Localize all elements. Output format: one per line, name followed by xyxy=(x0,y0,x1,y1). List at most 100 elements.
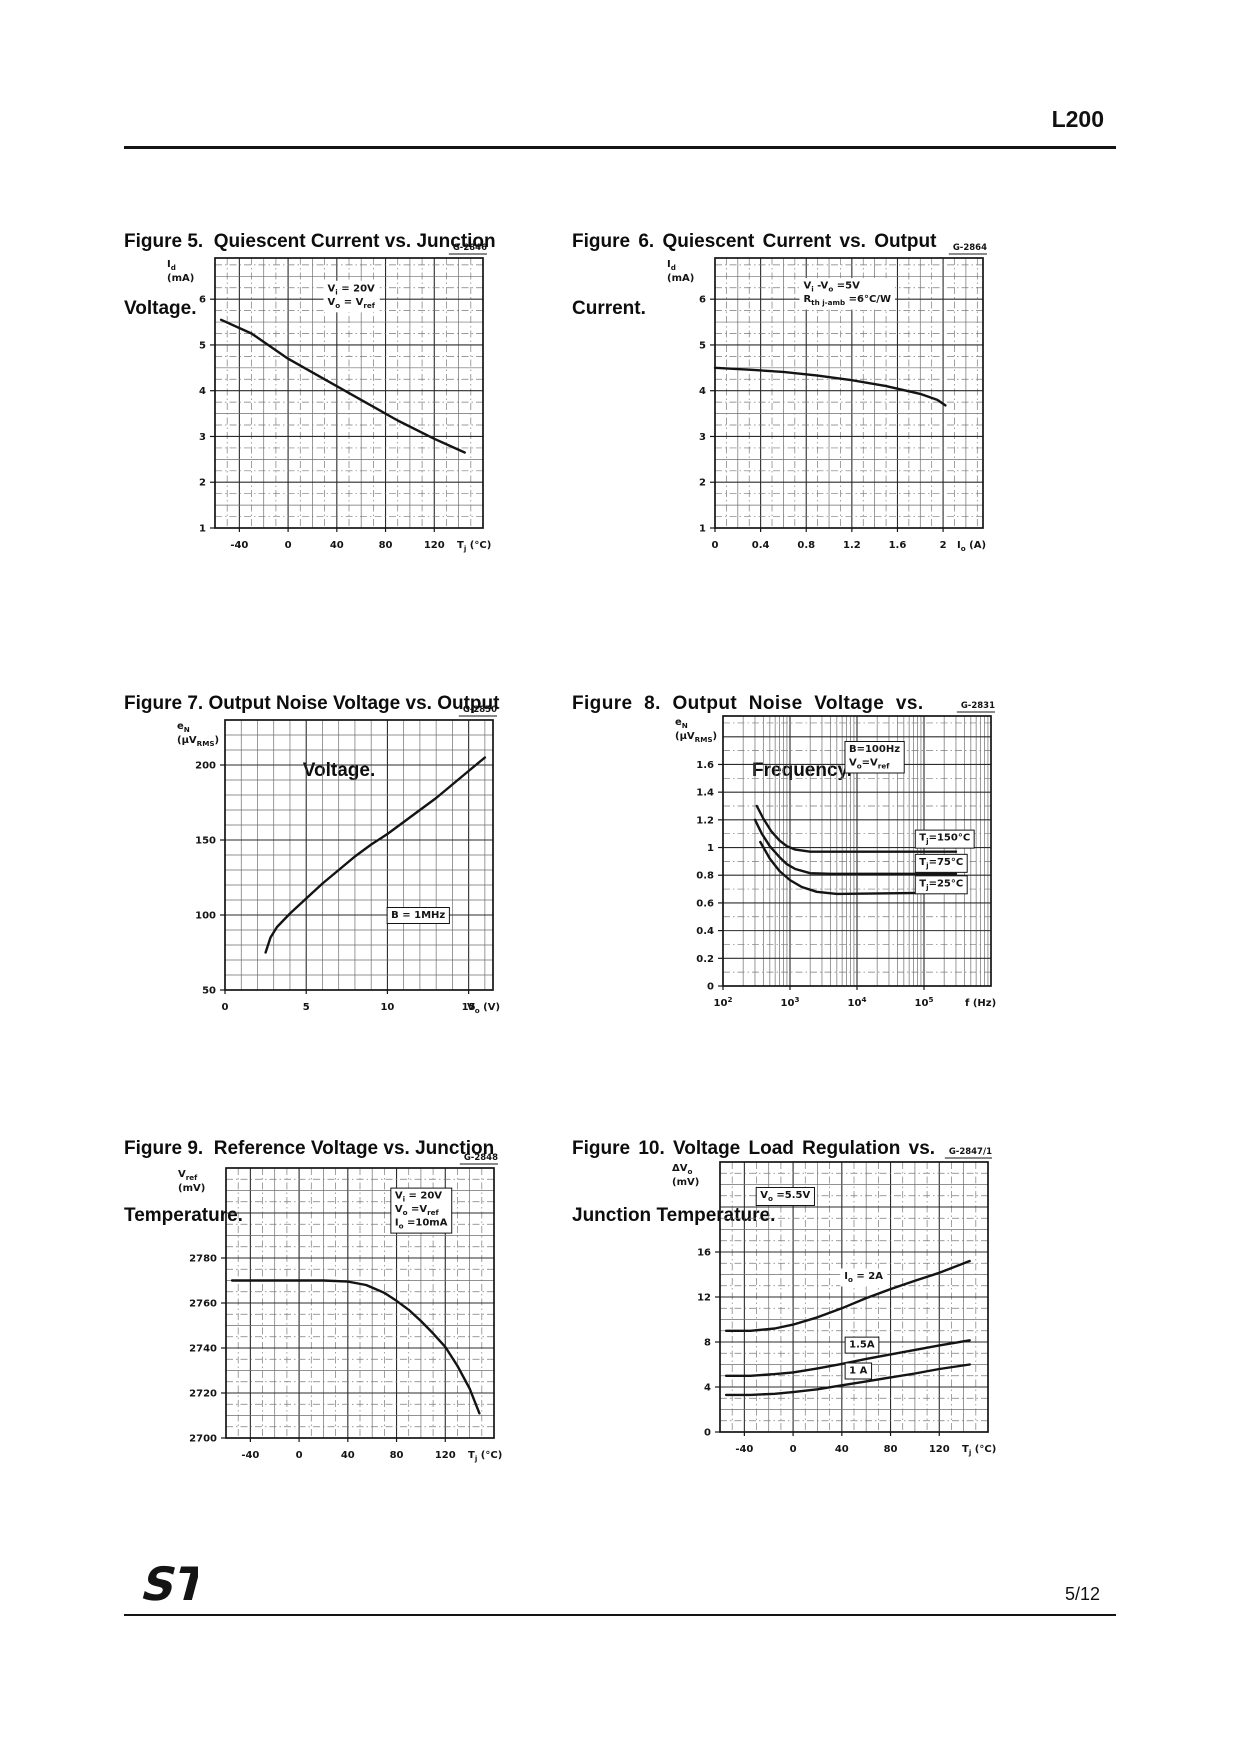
svg-text:0: 0 xyxy=(707,982,714,993)
figure-6-title-line-2: Current. xyxy=(572,298,646,320)
svg-text:80: 80 xyxy=(390,1450,404,1461)
svg-text:-40: -40 xyxy=(230,540,248,551)
st-logo-glyph: ST xyxy=(136,1559,215,1612)
svg-text:G-2847/1: G-2847/1 xyxy=(949,1147,992,1157)
svg-text:5: 5 xyxy=(699,340,706,351)
svg-text:Vref: Vref xyxy=(178,1169,198,1182)
svg-text:0.2: 0.2 xyxy=(696,954,714,965)
svg-text:2: 2 xyxy=(199,478,206,489)
st-logo: ST xyxy=(134,1558,215,1617)
figure-7-chart: 0 5 10 15 50 100 150 200 Vo (V) eN (µVRMS) G-2850 B … xyxy=(165,690,553,1040)
svg-text:103: 103 xyxy=(781,995,800,1009)
figure-7-title-line-1: Figure 7. Output Noise Voltage vs. Outpu… xyxy=(124,692,500,714)
svg-text:G-2846: G-2846 xyxy=(453,243,487,253)
svg-text:eN: eN xyxy=(675,717,688,730)
figure-10-title: Figure 10. Voltage Load Regulation vs. J… xyxy=(572,1093,1032,1272)
figure-5-chart: -40 0 40 80 120 1 2 3 4 5 6 Tj (°C) Id (mA) G-2846 Vi =… xyxy=(155,228,543,578)
svg-text:3: 3 xyxy=(199,432,206,443)
svg-text:(mV): (mV) xyxy=(672,1177,699,1188)
svg-text:15: 15 xyxy=(462,1002,476,1013)
svg-text:1.6: 1.6 xyxy=(889,540,907,551)
svg-text:102: 102 xyxy=(714,995,733,1009)
svg-text:1 A: 1 A xyxy=(849,1366,867,1377)
svg-text:0: 0 xyxy=(790,1444,797,1455)
svg-text:eN: eN xyxy=(177,721,190,734)
svg-text:6: 6 xyxy=(699,295,706,306)
svg-text:8: 8 xyxy=(704,1338,711,1349)
svg-text:1.5A: 1.5A xyxy=(849,1340,875,1351)
svg-text:(µVRMS): (µVRMS) xyxy=(177,735,219,748)
figure-5-chart-svg: -40 0 40 80 120 1 2 3 4 5 6 Tj (°C) Id(mA) G-2846 Vi =… xyxy=(167,243,491,553)
svg-text:-40: -40 xyxy=(241,1450,259,1461)
svg-text:5: 5 xyxy=(199,340,206,351)
svg-text:Id: Id xyxy=(667,259,676,272)
figure-9-title: Figure 9. Reference Voltage vs. Junction… xyxy=(124,1093,564,1272)
figure-5-title-line-1: Figure 5. Quiescent Current vs. Junction xyxy=(124,230,496,252)
svg-text:2740: 2740 xyxy=(189,1344,217,1355)
figure-6-chart-svg: 0 0.4 0.8 1.2 1.6 2 1 2 3 4 5 6 Io (A) Id(mA) G-2864 Vi… xyxy=(667,243,987,553)
svg-text:(mA): (mA) xyxy=(167,273,194,284)
figure-9-title-line-1: Figure 9. Reference Voltage vs. Junction xyxy=(124,1137,495,1159)
svg-text:2720: 2720 xyxy=(189,1389,217,1400)
svg-text:2760: 2760 xyxy=(189,1299,217,1310)
figure-9-chart-svg: -40 0 40 80 120 2700 2720 2740 2760 2780 Tj (°C) Vr… xyxy=(178,1153,502,1463)
svg-text:10: 10 xyxy=(380,1002,394,1013)
svg-text:2780: 2780 xyxy=(189,1254,217,1265)
svg-text:B=100Hz: B=100Hz xyxy=(849,744,900,755)
svg-text:0.8: 0.8 xyxy=(696,871,714,882)
svg-text:Vi = 20V: Vi = 20V xyxy=(395,1191,442,1204)
figure-5-title-line-2: Voltage. xyxy=(124,298,197,320)
svg-text:Tj (°C): Tj (°C) xyxy=(962,1444,996,1457)
svg-text:120: 120 xyxy=(435,1450,456,1461)
svg-text:0.6: 0.6 xyxy=(696,898,714,909)
svg-text:2: 2 xyxy=(940,540,947,551)
svg-text:-40: -40 xyxy=(735,1444,753,1455)
svg-text:0.8: 0.8 xyxy=(797,540,815,551)
svg-text:(µVRMS): (µVRMS) xyxy=(675,731,717,744)
figure-6-title-line-1: Figure 6. Quiescent Current vs. Output xyxy=(572,230,937,252)
svg-text:0: 0 xyxy=(712,540,719,551)
svg-text:Vo =5.5V: Vo =5.5V xyxy=(760,1190,810,1203)
svg-text:2: 2 xyxy=(699,478,706,489)
svg-text:Io = 2A: Io = 2A xyxy=(844,1271,883,1284)
figure-8-title-line-1: Figure 8. Output Noise Voltage vs. xyxy=(572,692,924,714)
svg-text:200: 200 xyxy=(195,761,216,772)
svg-text:0: 0 xyxy=(296,1450,303,1461)
svg-text:12: 12 xyxy=(697,1293,711,1304)
figure-5-title: Figure 5. Quiescent Current vs. Junction… xyxy=(124,186,554,365)
svg-text:Tj=150°C: Tj=150°C xyxy=(919,833,970,846)
svg-text:4: 4 xyxy=(699,386,706,397)
svg-text:80: 80 xyxy=(884,1444,898,1455)
figure-10-chart-svg: -40 0 40 80 120 0 4 8 12 16 Tj (°C) ΔVo(mV) G-2847/1… xyxy=(672,1147,996,1457)
svg-text:16: 16 xyxy=(697,1248,711,1259)
part-number: L200 xyxy=(1051,106,1104,132)
footer-rule xyxy=(124,1614,1116,1616)
svg-text:Io (A): Io (A) xyxy=(957,540,986,553)
svg-text:Id: Id xyxy=(167,259,176,272)
svg-text:0: 0 xyxy=(285,540,292,551)
svg-text:Rth j-amb =6°C/W: Rth j-amb =6°C/W xyxy=(803,294,891,307)
svg-text:Vi -Vo =5V: Vi -Vo =5V xyxy=(803,281,860,294)
figure-6-title: Figure 6. Quiescent Current vs. Output C… xyxy=(572,186,1022,365)
svg-text:40: 40 xyxy=(835,1444,849,1455)
svg-text:150: 150 xyxy=(195,836,216,847)
svg-text:1.4: 1.4 xyxy=(696,788,714,799)
figure-8-chart: 102 103 104 105 0 0.2 0.4 0.6 0.8 1 1.2 1.4 1.6 f (Hz… xyxy=(663,686,1051,1036)
svg-text:5: 5 xyxy=(303,1002,310,1013)
svg-text:G-2831: G-2831 xyxy=(961,701,995,711)
svg-text:Vo=Vref: Vo=Vref xyxy=(849,758,890,771)
figure-8-chart-svg: 102 103 104 105 0 0.2 0.4 0.6 0.8 1 1.2 1.4 1.6 f (Hz… xyxy=(675,701,996,1009)
svg-text:Tj (°C): Tj (°C) xyxy=(468,1450,502,1463)
figure-10-title-line-2: Junction Temperature. xyxy=(572,1205,776,1227)
svg-text:0.4: 0.4 xyxy=(696,926,714,937)
svg-text:1: 1 xyxy=(199,524,206,535)
svg-text:6: 6 xyxy=(199,295,206,306)
svg-text:1: 1 xyxy=(699,524,706,535)
svg-text:(mV): (mV) xyxy=(178,1183,205,1194)
svg-text:4: 4 xyxy=(704,1383,711,1394)
svg-text:Vi = 20V: Vi = 20V xyxy=(328,283,375,296)
svg-text:Vo =Vref: Vo =Vref xyxy=(395,1204,440,1217)
svg-text:G-2850: G-2850 xyxy=(463,705,497,715)
figure-10-title-line-1: Figure 10. Voltage Load Regulation vs. xyxy=(572,1137,936,1159)
svg-text:G-2848: G-2848 xyxy=(464,1153,498,1163)
